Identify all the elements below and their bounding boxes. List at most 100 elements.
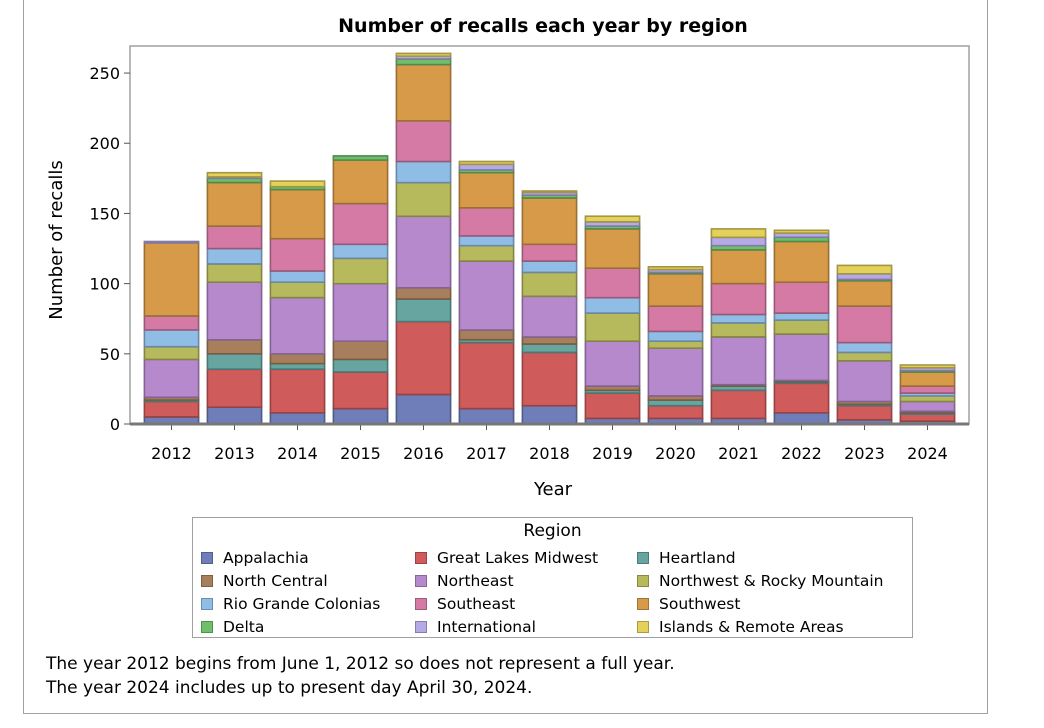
bar-2014-northeast	[269, 296, 326, 355]
bar-2020-rio-grande-colonias	[647, 330, 704, 342]
bar-2018-northwest-rocky-mountain	[521, 271, 578, 298]
bar-2017-appalachia	[458, 407, 515, 425]
x-tick-label-2015: 2015	[340, 444, 381, 463]
bar-2015-southeast	[332, 202, 389, 246]
legend-label: Southeast	[437, 595, 516, 613]
bar-2020-great-lakes-midwest	[647, 404, 704, 420]
bar-2013-heartland	[206, 352, 263, 370]
bar-2017-southeast	[458, 207, 515, 237]
bar-2021-rio-grande-colonias	[710, 313, 767, 324]
bar-2014-islands-remote-areas	[269, 180, 326, 188]
legend-item-northeast: Northeast	[415, 571, 514, 591]
bar-2020-northeast	[647, 347, 704, 397]
legend-label: Delta	[223, 618, 265, 636]
bar-2022-southeast	[773, 281, 830, 314]
legend-swatch	[201, 598, 213, 610]
bar-2015-southwest	[332, 159, 389, 205]
bar-2014-rio-grande-colonias	[269, 270, 326, 283]
bar-2014-appalachia	[269, 411, 326, 425]
bar-2023-southeast	[836, 305, 893, 344]
bar-2014-southwest	[269, 188, 326, 240]
bar-2023-international	[836, 272, 893, 281]
bar-2012-northwest-rocky-mountain	[143, 345, 200, 361]
bar-2013-north-central	[206, 338, 263, 355]
bar-2023-southwest	[836, 279, 893, 307]
legend: Region Appalachia Great Lakes Midwest Hear…	[192, 517, 913, 638]
bar-2022-great-lakes-midwest	[773, 382, 830, 414]
x-tick-label-2017: 2017	[466, 444, 507, 463]
bar-2016-delta	[395, 58, 452, 66]
bars-layer	[143, 52, 956, 425]
y-axis-label: Number of recalls	[46, 160, 67, 320]
legend-item-southwest: Southwest	[637, 594, 740, 614]
bar-2013-southeast	[206, 225, 263, 250]
bar-2019-northwest-rocky-mountain	[584, 312, 641, 343]
x-tick-label-2018: 2018	[529, 444, 570, 463]
bar-2020-southeast	[647, 305, 704, 333]
x-tick-label-2023: 2023	[844, 444, 885, 463]
y-tick-label-250: 250	[89, 64, 120, 83]
legend-label: Northeast	[437, 572, 514, 590]
bar-2012-great-lakes-midwest	[143, 400, 200, 418]
bar-2017-international	[458, 163, 515, 171]
x-tick-label-2013: 2013	[214, 444, 255, 463]
bar-2022-northeast	[773, 333, 830, 382]
bar-2019-southeast	[584, 267, 641, 299]
legend-swatch	[415, 621, 427, 633]
legend-label: Northwest & Rocky Mountain	[659, 572, 884, 590]
bar-2014-southeast	[269, 237, 326, 272]
legend-label: Heartland	[659, 549, 736, 567]
bar-2013-rio-grande-colonias	[206, 247, 263, 265]
bar-2015-rio-grande-colonias	[332, 243, 389, 260]
chart-frame	[23, 0, 988, 714]
bar-2023-great-lakes-midwest	[836, 404, 893, 421]
bar-2024-southwest	[899, 371, 956, 387]
bar-2024-northeast	[899, 400, 956, 413]
bar-2016-southeast	[395, 120, 452, 163]
y-tick-label-100: 100	[89, 275, 120, 294]
x-tick-label-2014: 2014	[277, 444, 318, 463]
legend-item-north-central: North Central	[201, 571, 328, 591]
bar-2014-northwest-rocky-mountain	[269, 281, 326, 299]
bar-2023-islands-remote-areas	[836, 264, 893, 275]
bar-2018-appalachia	[521, 404, 578, 425]
bar-2021-great-lakes-midwest	[710, 389, 767, 420]
bar-2015-northwest-rocky-mountain	[332, 257, 389, 285]
bar-2016-north-central	[395, 286, 452, 300]
bar-2021-northwest-rocky-mountain	[710, 322, 767, 338]
legend-label: International	[437, 618, 536, 636]
legend-swatch	[201, 621, 213, 633]
footnote-2024: The year 2024 includes up to present day…	[46, 678, 533, 698]
bar-2013-northeast	[206, 281, 263, 341]
bar-2017-great-lakes-midwest	[458, 341, 515, 410]
bar-2018-north-central	[521, 336, 578, 345]
legend-item-heartland: Heartland	[637, 548, 736, 568]
bar-2021-southwest	[710, 249, 767, 285]
bar-2021-international	[710, 236, 767, 247]
bar-2015-appalachia	[332, 407, 389, 425]
x-tick-label-2019: 2019	[592, 444, 633, 463]
legend-label: Southwest	[659, 595, 741, 613]
legend-item-rio-grande-colonias: Rio Grande Colonias	[201, 594, 380, 614]
x-tick-label-2021: 2021	[718, 444, 759, 463]
bar-2018-rio-grande-colonias	[521, 260, 578, 274]
bar-2016-islands-remote-areas	[395, 52, 452, 58]
footnote-2012: The year 2012 begins from June 1, 2012 s…	[46, 654, 675, 674]
legend-swatch	[637, 552, 649, 564]
bar-2012-international	[143, 240, 200, 244]
legend-swatch	[201, 575, 213, 587]
x-tick-label-2012: 2012	[151, 444, 192, 463]
legend-item-northwest-rocky-mountain: Northwest & Rocky Mountain	[637, 571, 883, 591]
legend-item-international: International	[415, 617, 536, 637]
bar-2019-great-lakes-midwest	[584, 392, 641, 420]
bar-2012-southwest	[143, 242, 200, 317]
legend-swatch	[415, 598, 427, 610]
chart-title: Number of recalls each year by region	[338, 15, 748, 37]
legend-item-great-lakes-midwest: Great Lakes Midwest	[415, 548, 598, 568]
bar-2013-appalachia	[206, 406, 263, 425]
bar-2012-southeast	[143, 315, 200, 331]
bar-2022-northwest-rocky-mountain	[773, 319, 830, 335]
x-tick-label-2024: 2024	[907, 444, 948, 463]
bar-2013-southwest	[206, 181, 263, 227]
bar-2012-rio-grande-colonias	[143, 329, 200, 348]
